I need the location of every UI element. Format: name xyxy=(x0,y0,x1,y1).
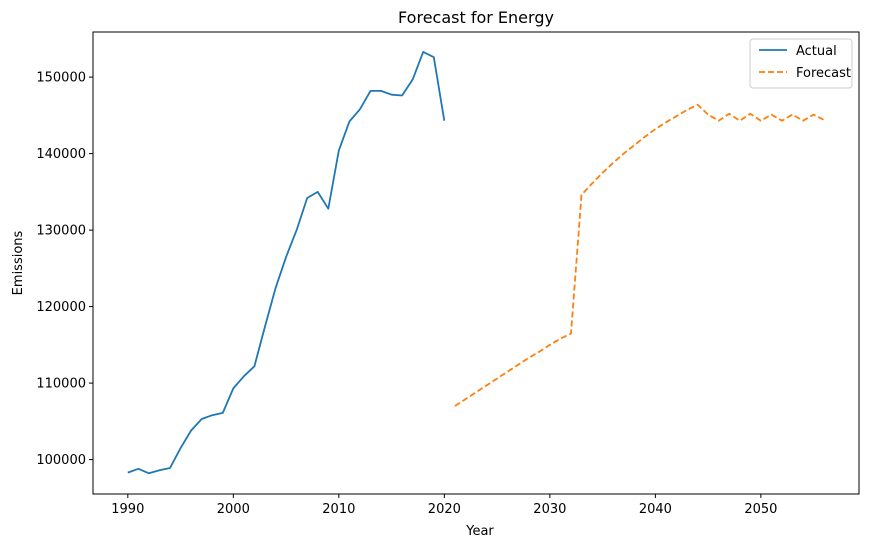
plot-lines xyxy=(127,51,825,475)
x-axis-ticks: 1990 2000 2010 2020 2030 2040 2050 xyxy=(111,494,777,517)
x-axis-label: Year xyxy=(465,524,494,539)
x-tick-label: 2000 xyxy=(217,502,250,517)
y-tick-label: 130000 xyxy=(36,224,86,239)
x-tick-label: 2030 xyxy=(533,502,566,517)
x-tick-label: 1990 xyxy=(111,502,144,517)
y-axis-ticks: 100000 110000 120000 130000 140000 150000 xyxy=(36,71,93,468)
series-line-forecast xyxy=(454,103,825,407)
series-line-actual xyxy=(127,51,446,475)
legend-label-forecast: Forecast xyxy=(796,66,851,81)
x-tick-label: 2050 xyxy=(744,502,777,517)
y-tick-label: 120000 xyxy=(36,300,86,315)
y-axis-label: Emissions xyxy=(11,230,26,295)
legend-label-actual: Actual xyxy=(796,44,837,59)
y-tick-label: 100000 xyxy=(36,453,86,468)
plot-frame xyxy=(92,31,860,495)
y-tick-label: 140000 xyxy=(36,147,86,162)
x-tick-label: 2040 xyxy=(639,502,672,517)
legend: Actual Forecast xyxy=(749,38,853,89)
y-tick-label: 110000 xyxy=(36,377,86,392)
chart-title: Forecast for Energy xyxy=(398,8,554,27)
y-tick-label: 150000 xyxy=(36,71,86,86)
x-tick-label: 2010 xyxy=(322,502,355,517)
x-tick-label: 2020 xyxy=(428,502,461,517)
legend-box xyxy=(749,38,853,89)
